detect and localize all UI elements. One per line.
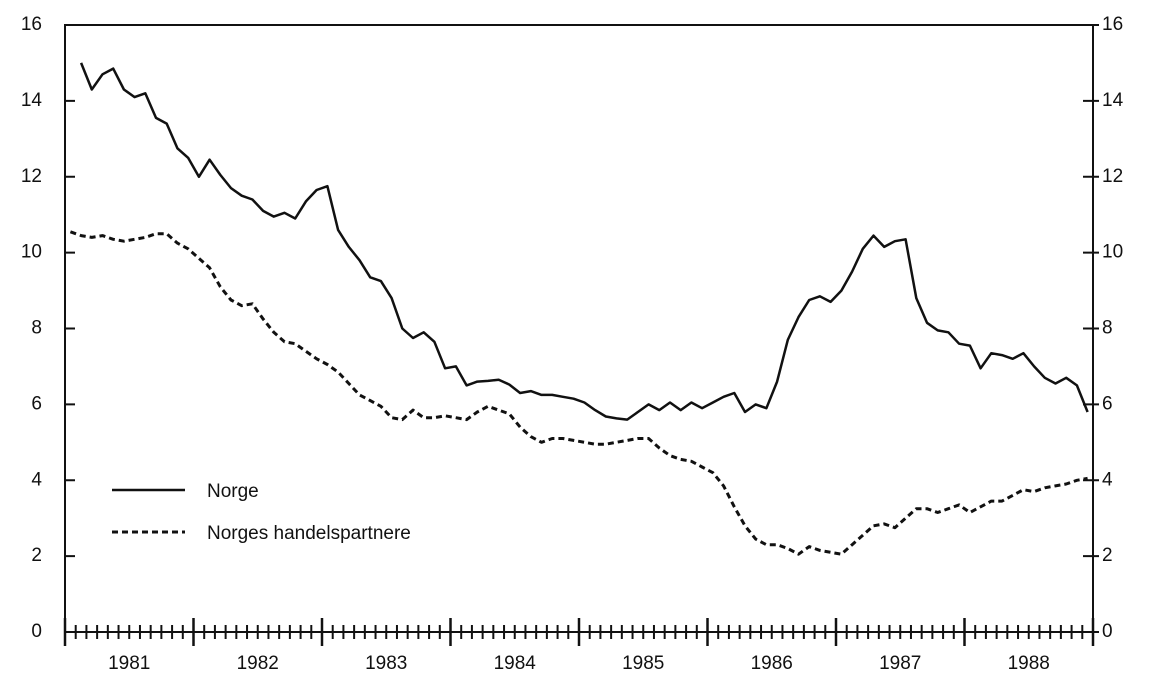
x-tick-label: 1986 xyxy=(751,653,793,674)
y2-tick-label: 14 xyxy=(1102,90,1124,111)
series-line xyxy=(69,230,1088,556)
y2-tick-label: 12 xyxy=(1102,166,1123,187)
y-tick-label: 12 xyxy=(21,166,42,187)
y-tick-label: 4 xyxy=(31,469,42,490)
y2-tick-label: 6 xyxy=(1102,393,1113,414)
y2-tick-label: 10 xyxy=(1102,242,1123,263)
legend-label: Norges handelspartnere xyxy=(207,523,411,544)
x-tick-label: 1987 xyxy=(879,653,921,674)
legend-label: Norge xyxy=(207,481,259,502)
y2-tick-label: 16 xyxy=(1102,14,1123,35)
x-tick-label: 1981 xyxy=(108,653,150,674)
y2-tick-label: 8 xyxy=(1102,318,1113,339)
y2-tick-label: 0 xyxy=(1102,621,1113,642)
x-tick-label: 1982 xyxy=(237,653,279,674)
x-tick-label: 1985 xyxy=(622,653,664,674)
x-tick-label: 1988 xyxy=(1008,653,1050,674)
y-tick-label: 2 xyxy=(31,545,42,566)
y-tick-label: 6 xyxy=(31,393,42,414)
y-tick-label: 16 xyxy=(21,14,42,35)
y2-tick-label: 2 xyxy=(1102,545,1113,566)
y-tick-label: 8 xyxy=(31,318,42,339)
x-tick-label: 1983 xyxy=(365,653,407,674)
y2-tick-label: 4 xyxy=(1102,469,1113,490)
series-line xyxy=(79,62,1089,421)
y-tick-label: 14 xyxy=(21,90,43,111)
y-tick-label: 10 xyxy=(21,242,42,263)
x-tick-label: 1984 xyxy=(494,653,537,674)
y-tick-label: 0 xyxy=(31,621,42,642)
